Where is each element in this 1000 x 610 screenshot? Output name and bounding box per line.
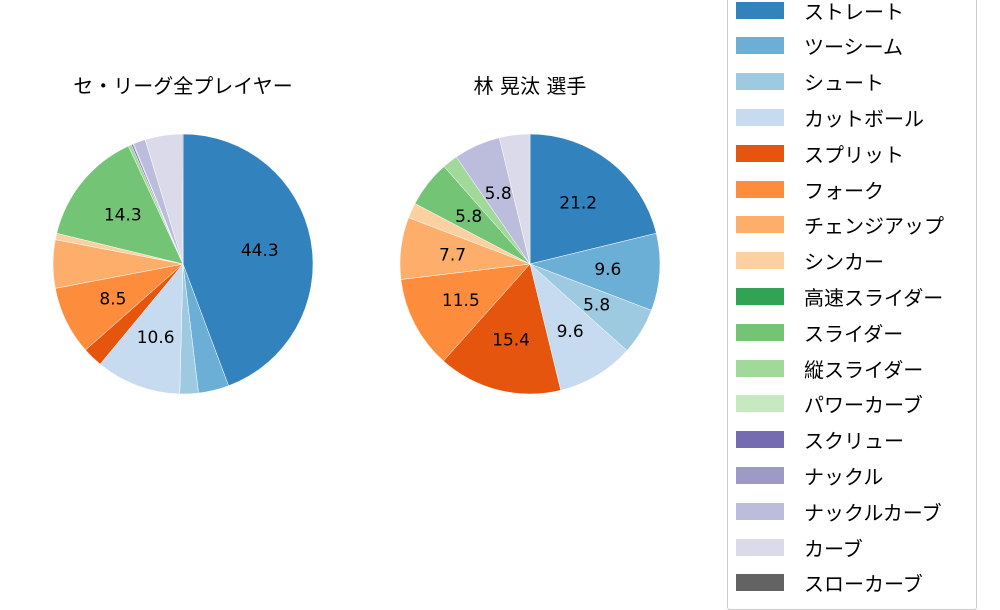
legend-label: フォーク <box>804 178 884 203</box>
pie-slice <box>182 133 314 387</box>
slice-label: 14.3 <box>104 205 142 225</box>
slice-label: 9.6 <box>557 322 584 342</box>
legend-swatch <box>736 180 784 198</box>
right-chart-title: 林 晃汰 選手 <box>473 74 587 98</box>
legend-swatch <box>736 574 784 592</box>
slice-label: 9.6 <box>594 260 621 280</box>
slice-label: 21.2 <box>559 194 597 214</box>
pie-slice <box>99 263 184 395</box>
legend-item: フォーク <box>736 174 884 204</box>
legend-item: スプリット <box>736 138 904 168</box>
legend-label: パワーカーブ <box>804 393 923 418</box>
legend-swatch <box>736 144 784 162</box>
legend-swatch <box>736 287 784 305</box>
slice-label: 7.7 <box>439 245 466 265</box>
pie-slice <box>181 133 184 265</box>
legend-label: スクリュー <box>804 429 904 454</box>
legend-label: チェンジアップ <box>804 214 944 239</box>
pie-slice <box>443 263 562 395</box>
legend: ストレートツーシームシュートカットボール スプリットフォークチェンジアップ シンカー… <box>727 0 977 610</box>
pie-slice <box>56 145 184 265</box>
legend-label: ツーシーム <box>804 35 903 60</box>
legend-swatch <box>736 502 784 520</box>
slice-label: 11.5 <box>442 291 480 311</box>
legend-item: シュート <box>736 67 884 97</box>
pie-slice <box>498 133 531 265</box>
legend-item: ストレート <box>736 0 904 25</box>
legend-label: ナックルカーブ <box>804 500 942 525</box>
left-chart-title: セ・リーグ全プレイヤー <box>73 74 293 98</box>
legend-item: ツーシーム <box>736 31 903 61</box>
pie-chart-player: 21.29.65.89.615.411.57.75.85.8 <box>399 133 661 395</box>
legend-label: シンカー <box>804 250 884 275</box>
legend-label: 高速スライダー <box>804 285 944 310</box>
legend-item: ナックル <box>736 460 883 490</box>
legend-label: ストレート <box>804 0 904 24</box>
legend-swatch <box>736 108 784 126</box>
legend-label: カットボール <box>804 106 924 131</box>
legend-item: カットボール <box>736 102 924 132</box>
legend-label: ナックル <box>804 464 884 489</box>
pie-chart-league: 44.3 10.6 8.5 14.3 <box>52 133 314 395</box>
legend-swatch <box>736 73 784 91</box>
legend-item: カーブ <box>736 532 863 562</box>
slice-label: 5.8 <box>485 184 512 204</box>
legend-item: 縦スライダー <box>736 353 923 383</box>
pie-slice <box>529 263 628 391</box>
slice-label: 10.6 <box>137 328 175 348</box>
legend-item: スローカーブ <box>736 568 923 598</box>
legend-label: 縦スライダー <box>804 357 924 382</box>
pie-slice <box>529 232 661 311</box>
legend-swatch <box>736 216 784 234</box>
legend-item: チェンジアップ <box>736 210 944 240</box>
legend-label: スライダー <box>804 321 904 346</box>
slice-label: 5.8 <box>583 296 610 316</box>
legend-item: スライダー <box>736 317 903 347</box>
legend-swatch <box>736 395 784 413</box>
legend-item: 高速スライダー <box>736 281 943 311</box>
legend-swatch <box>736 538 784 556</box>
legend-item: ナックルカーブ <box>736 496 942 526</box>
legend-item: スクリュー <box>736 425 904 455</box>
legend-label: スローカーブ <box>804 572 923 597</box>
legend-label: カーブ <box>804 536 863 561</box>
legend-swatch <box>736 323 784 341</box>
legend-swatch <box>736 466 784 484</box>
legend-item: パワーカーブ <box>736 389 923 419</box>
slice-label: 44.3 <box>241 241 279 261</box>
legend-swatch <box>736 1 784 19</box>
pie-slice <box>400 263 531 362</box>
slice-label: 5.8 <box>455 207 482 227</box>
slice-label: 15.4 <box>492 331 530 351</box>
legend-swatch <box>736 252 784 270</box>
slice-label: 8.5 <box>99 289 126 309</box>
pie-slice <box>529 133 657 265</box>
legend-swatch <box>736 431 784 449</box>
legend-label: スプリット <box>804 142 904 167</box>
legend-swatch <box>736 37 784 55</box>
legend-label: シュート <box>804 71 884 96</box>
legend-swatch <box>736 359 784 377</box>
legend-item: シンカー <box>736 246 884 276</box>
